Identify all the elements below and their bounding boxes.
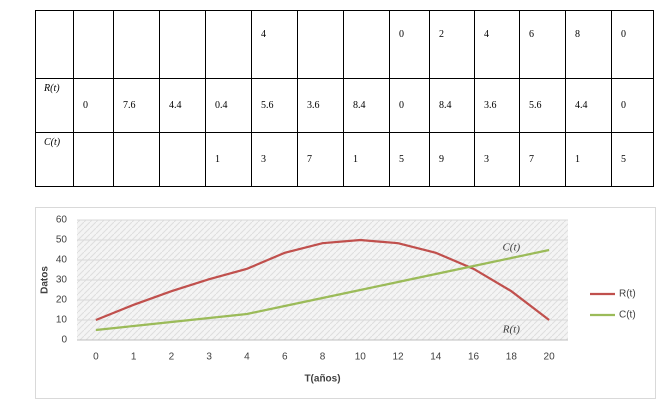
y-tick-label: 50: [56, 235, 68, 246]
table-cell: 1: [565, 132, 612, 187]
row-label: R(t): [35, 78, 74, 133]
table-cell: 5: [611, 132, 654, 187]
table-cell: 0: [389, 78, 430, 133]
y-tick-label: 0: [61, 335, 67, 346]
y-tick-label: 60: [56, 215, 68, 226]
table-cell: 0: [611, 10, 654, 79]
table-cell: 4: [251, 10, 298, 79]
x-axis-label: T(años): [304, 374, 340, 385]
annotation: R(t): [502, 324, 520, 336]
table-cell: 0.4: [205, 78, 252, 133]
y-tick-label: 10: [56, 315, 68, 326]
table-cell: 7: [297, 132, 344, 187]
table-cell: 7: [519, 132, 566, 187]
table-cell: 3: [474, 132, 520, 187]
x-tick-label: 8: [320, 352, 326, 363]
table-cell: 7.6: [113, 78, 160, 133]
table-cell: 5.6: [251, 78, 298, 133]
table-cell: 4.4: [159, 78, 206, 133]
table-cell: 9: [429, 132, 475, 187]
x-tick-label: 0: [93, 352, 99, 363]
x-tick-label: 20: [544, 352, 556, 363]
x-tick-label: 10: [355, 352, 367, 363]
x-tick-label: 2: [169, 352, 175, 363]
table-cell: [297, 10, 344, 79]
x-tick-label: 1: [131, 352, 137, 363]
table-cell: 8: [565, 10, 612, 79]
table-cell: [113, 10, 160, 79]
table-cell: [73, 132, 114, 187]
table-cell: 1: [205, 132, 252, 187]
row-label: [35, 10, 74, 79]
table-row: C(t) 1 3 7 1 5 9 3 7 1 5: [35, 132, 654, 187]
x-tick-label: 3: [206, 352, 212, 363]
data-table: 4 0 2 4 6 8 0 R(t) 0 7.6 4.4 0.4 5.6 3.6 8.4 0 8.4 3.6 5.6…: [35, 10, 654, 187]
legend-label: R(t): [619, 289, 636, 300]
x-tick-label: 16: [468, 352, 480, 363]
x-tick-label: 14: [430, 352, 442, 363]
table-row: R(t) 0 7.6 4.4 0.4 5.6 3.6 8.4 0 8.4 3.6 5.6 4.4 0: [35, 78, 654, 133]
x-tick-label: 6: [282, 352, 288, 363]
table-cell: 1: [343, 132, 390, 187]
legend-label: C(t): [619, 310, 636, 321]
table-cell: 8.4: [429, 78, 475, 133]
x-tick-label: 18: [506, 352, 518, 363]
x-tick-label: 12: [392, 352, 404, 363]
table-cell: 3: [251, 132, 298, 187]
series-line: [95, 248, 550, 332]
annotation: C(t): [502, 242, 520, 254]
table-cell: 3.6: [474, 78, 520, 133]
table-cell: 0: [611, 78, 654, 133]
x-tick-label: 4: [244, 352, 250, 363]
y-tick-label: 20: [56, 295, 68, 306]
row-label: C(t): [35, 132, 74, 187]
table-cell: 0: [389, 10, 430, 79]
y-tick-label: 40: [56, 255, 68, 266]
y-axis-label: Datos: [40, 266, 51, 294]
series-line: [95, 238, 550, 322]
y-tick-label: 30: [56, 275, 68, 286]
